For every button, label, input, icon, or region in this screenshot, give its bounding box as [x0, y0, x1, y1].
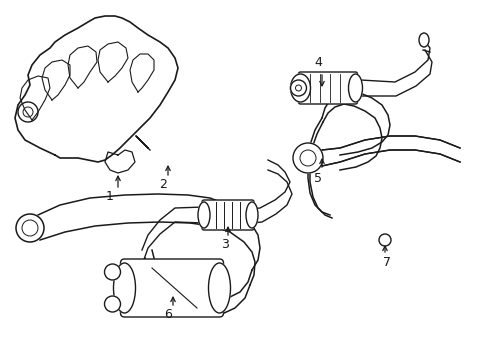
Text: 2: 2 — [159, 179, 166, 192]
Polygon shape — [98, 42, 128, 82]
FancyBboxPatch shape — [298, 72, 357, 104]
Text: 3: 3 — [221, 238, 228, 252]
FancyBboxPatch shape — [120, 259, 223, 317]
Polygon shape — [20, 76, 50, 120]
Text: 7: 7 — [382, 256, 390, 269]
Ellipse shape — [348, 74, 362, 102]
Polygon shape — [42, 60, 70, 100]
Circle shape — [104, 296, 120, 312]
Ellipse shape — [418, 33, 428, 47]
Ellipse shape — [198, 202, 209, 228]
Ellipse shape — [290, 74, 310, 102]
Ellipse shape — [113, 263, 135, 313]
Circle shape — [290, 80, 306, 96]
Ellipse shape — [245, 202, 258, 228]
Circle shape — [16, 214, 44, 242]
Circle shape — [378, 234, 390, 246]
Text: 6: 6 — [164, 309, 172, 321]
Text: 5: 5 — [313, 171, 321, 184]
Circle shape — [104, 264, 120, 280]
Polygon shape — [15, 16, 178, 162]
Text: 1: 1 — [106, 190, 114, 203]
Ellipse shape — [208, 263, 230, 313]
Circle shape — [292, 143, 323, 173]
FancyBboxPatch shape — [202, 200, 253, 230]
Text: 4: 4 — [313, 55, 321, 68]
Polygon shape — [68, 46, 97, 88]
Polygon shape — [130, 54, 154, 92]
Polygon shape — [105, 150, 135, 173]
